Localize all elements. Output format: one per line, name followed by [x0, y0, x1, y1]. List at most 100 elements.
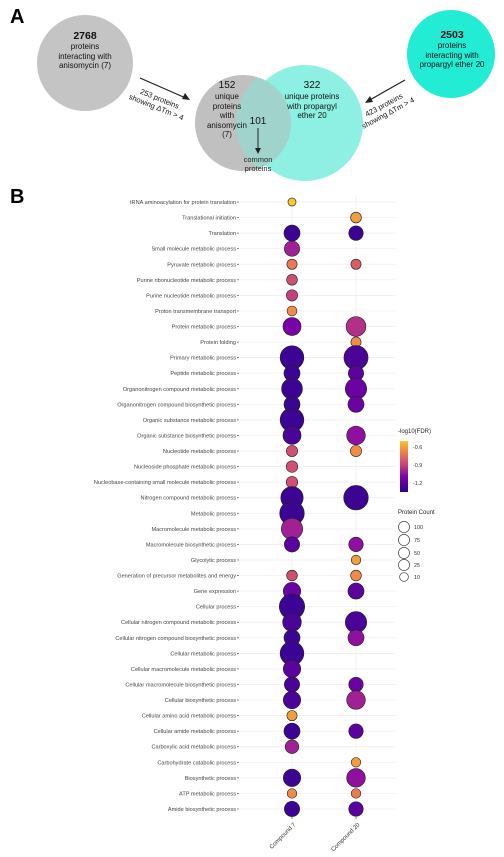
overlap-count: 101: [249, 116, 267, 127]
row-label: Cellular biosynthetic process: [165, 698, 236, 704]
color-legend-bar: [400, 441, 408, 492]
right-circle-line: proteins: [437, 41, 467, 50]
bubble: [286, 289, 298, 302]
color-legend-label: -0.9: [413, 463, 422, 469]
size-legend-circle: [398, 534, 410, 546]
bubble: [350, 445, 362, 457]
left-circle-line: anisomycin (7): [58, 61, 111, 70]
common-line: common: [243, 155, 273, 164]
row-label: Cellular nitrogen compound biosynthetic …: [115, 636, 236, 642]
bubble: [346, 690, 366, 710]
bubble: [345, 316, 367, 337]
bubble: [347, 582, 365, 600]
right-circle-count: 2503: [440, 29, 464, 41]
row-label: Purine nucleotide metabolic process: [146, 293, 236, 299]
middle-right-line: unique proteins: [284, 92, 340, 101]
row-label: Cellular amide metabolic process: [154, 729, 237, 735]
bubble: [282, 612, 302, 632]
size-legend-circle: [399, 572, 409, 582]
left-circle-text: 2768 proteins interacting with anisomyci…: [41, 30, 129, 71]
row-label: Proton transmembrane transport: [155, 309, 236, 315]
row-label: Organonitrogen compound biosynthetic pro…: [117, 402, 236, 408]
bubble: [282, 317, 302, 336]
middle-left-line: with: [219, 111, 235, 120]
row-label: Cellular process: [196, 605, 236, 611]
color-legend-label: -0.6: [413, 445, 422, 451]
size-legend-label: 10: [414, 575, 420, 581]
right-circle-line: propargyl ether 20: [419, 60, 485, 69]
left-circle-count: 2768: [73, 30, 97, 42]
common-line: proteins: [244, 164, 272, 173]
row-label: Peptide metabolic process: [170, 371, 236, 377]
bubble: [286, 710, 298, 722]
bubble: [350, 757, 362, 768]
row-label: Primary metabolic process: [170, 356, 236, 362]
row-label: Macromolecule biosynthetic process: [146, 542, 236, 548]
color-legend-title: -log10(FDR): [398, 429, 431, 435]
row-label: Nucleoside phosphate metabolic process: [134, 465, 236, 471]
middle-right-text: 322 unique proteins with propargyl ether…: [272, 80, 352, 121]
bubble: [350, 788, 362, 799]
middle-left-line: unique: [214, 92, 240, 101]
bubble: [343, 485, 369, 511]
left-circle: [37, 15, 133, 111]
right-arrow: [367, 79, 406, 102]
bubble: [287, 197, 297, 207]
row-label: Carbohydrate catabolic process: [157, 760, 236, 766]
size-legend-label: 25: [414, 563, 420, 569]
row-label: Glycolytic process: [191, 558, 236, 564]
left-circle-line: proteins: [70, 42, 100, 51]
bubble: [350, 569, 362, 582]
row-label: Generation of precursor metabolites and …: [117, 574, 236, 580]
row-label: Protein folding: [200, 340, 236, 346]
middle-right-count: 322: [303, 80, 321, 91]
row-label: Cellular macromolecule biosynthetic proc…: [125, 682, 236, 688]
row-label: Cellular amino acid metabolic process: [142, 714, 236, 720]
bubble: [284, 240, 300, 257]
bubble: [286, 258, 298, 270]
row-label: Cellular macromolecule metabolic process: [131, 667, 236, 673]
row-label: Nucleobase-containing small molecule met…: [94, 480, 236, 486]
size-legend-title: Protein Count: [398, 510, 435, 516]
bubble: [285, 476, 299, 489]
row-label: Organic substance biosynthetic process: [137, 433, 236, 439]
row-label: Small molecule metabolic process: [151, 247, 236, 253]
bubble: [348, 676, 364, 693]
bubble: [282, 768, 302, 787]
row-label: Organic substance metabolic process: [143, 418, 236, 424]
bubble: [284, 801, 300, 817]
size-legend-circle: [398, 559, 410, 571]
row-label: Protein metabolic process: [172, 325, 237, 331]
row-label: Biosynthetic process: [185, 776, 237, 782]
row-label: Nucleotide metabolic process: [163, 449, 236, 455]
bubble: [284, 676, 300, 693]
middle-right-line: ether 20: [297, 111, 327, 120]
bubble: [286, 274, 298, 286]
row-label: Carboxylic acid metabolic process: [151, 745, 236, 751]
size-legend-label: 75: [414, 538, 420, 544]
size-legend-label: 50: [414, 551, 420, 557]
bubble: [348, 801, 364, 817]
row-label: ATP metabolic process: [179, 791, 236, 797]
bubble: [286, 788, 298, 799]
bubble: [282, 691, 302, 710]
right-circle: [407, 10, 495, 98]
right-arrowhead: [365, 96, 373, 103]
middle-left-line: anisomycin: [206, 120, 247, 130]
row-label: Cellular metabolic process: [170, 651, 236, 657]
bubble: [346, 768, 366, 788]
overlap-region: [235, 77, 292, 169]
panel-label-a: A: [10, 6, 25, 28]
row-label: Cellular nitrogen compound metabolic pro…: [121, 620, 236, 626]
bubble: [285, 460, 299, 473]
bubble: [286, 305, 298, 317]
left-arrow: [139, 77, 189, 100]
color-legend-label: -1.2: [413, 481, 422, 487]
middle-left-line: proteins: [212, 101, 242, 111]
left-arrowhead: [182, 93, 190, 100]
bubble: [286, 445, 298, 457]
size-legend-circle: [398, 521, 410, 533]
row-label: Metabolic process: [191, 511, 236, 517]
bubble: [350, 258, 362, 270]
